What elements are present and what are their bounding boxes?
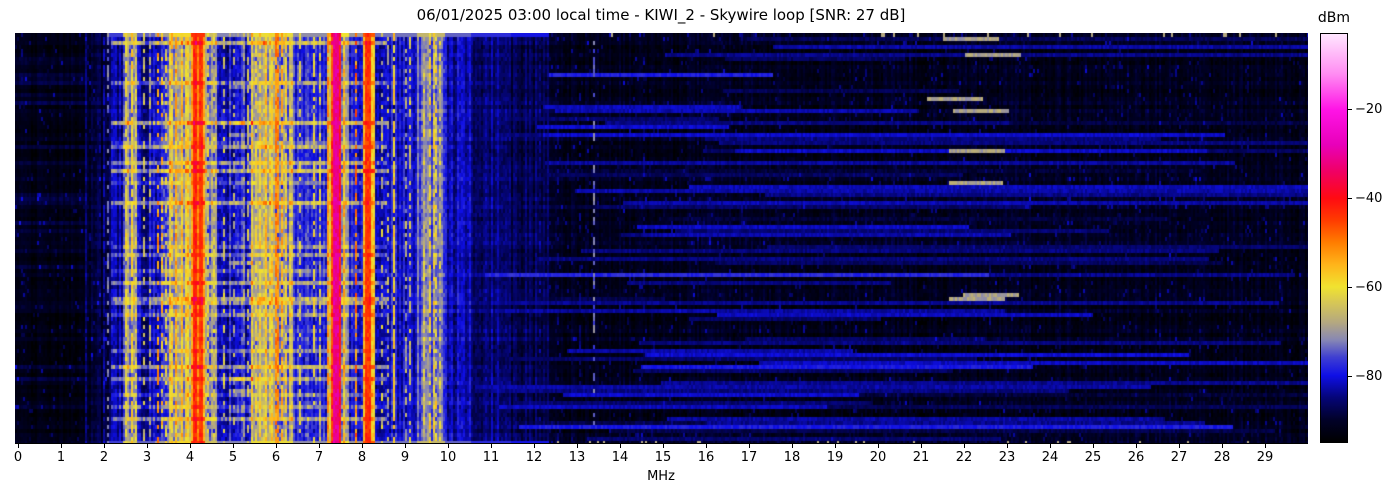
x-tick-label: 21	[912, 450, 930, 465]
x-tick-label: 20	[869, 450, 887, 465]
colorbar-tick-label: −40	[1355, 190, 1383, 206]
colorbar-tick-mark	[1348, 287, 1352, 289]
x-tick-mark	[878, 444, 879, 448]
x-tick-label: 8	[357, 450, 367, 465]
x-tick-label: 1	[56, 450, 66, 465]
x-tick-label: 4	[185, 450, 195, 465]
x-tick-mark	[835, 444, 836, 448]
x-tick-mark	[706, 444, 707, 448]
colorbar-label: dBm	[1317, 10, 1351, 26]
x-tick-mark	[147, 444, 148, 448]
x-tick-mark	[1093, 444, 1094, 448]
x-tick-mark	[448, 444, 449, 448]
x-tick-mark	[190, 444, 191, 448]
x-tick-label: 19	[826, 450, 844, 465]
x-tick-label: 13	[568, 450, 586, 465]
colorbar-tick-mark	[1348, 197, 1352, 199]
chart-title: 06/01/2025 03:00 local time - KIWI_2 - S…	[416, 6, 906, 24]
x-tick-label: 12	[525, 450, 543, 465]
x-tick-mark	[1050, 444, 1051, 448]
x-tick-mark	[1265, 444, 1266, 448]
x-tick-mark	[319, 444, 320, 448]
x-tick-label: 14	[611, 450, 629, 465]
colorbar-tick-label: −60	[1355, 280, 1383, 296]
x-axis-label: MHz	[647, 469, 675, 484]
x-tick-label: 5	[228, 450, 238, 465]
x-tick-mark	[577, 444, 578, 448]
x-tick-mark	[749, 444, 750, 448]
x-tick-label: 16	[697, 450, 715, 465]
x-tick-mark	[104, 444, 105, 448]
x-tick-mark	[534, 444, 535, 448]
x-tick-label: 27	[1170, 450, 1188, 465]
x-tick-mark	[18, 444, 19, 448]
x-tick-label: 6	[271, 450, 281, 465]
x-tick-label: 29	[1256, 450, 1274, 465]
x-tick-label: 24	[1041, 450, 1059, 465]
x-tick-mark	[964, 444, 965, 448]
x-tick-mark	[921, 444, 922, 448]
x-tick-mark	[362, 444, 363, 448]
x-tick-label: 7	[314, 450, 324, 465]
colorbar-gradient	[1320, 33, 1348, 443]
x-tick-mark	[1179, 444, 1180, 448]
x-tick-mark	[1007, 444, 1008, 448]
x-tick-mark	[792, 444, 793, 448]
x-tick-mark	[1136, 444, 1137, 448]
x-tick-mark	[620, 444, 621, 448]
colorbar-tick-mark	[1348, 376, 1352, 378]
x-tick-label: 25	[1084, 450, 1102, 465]
x-tick-label: 23	[998, 450, 1016, 465]
x-tick-label: 15	[654, 450, 672, 465]
x-tick-label: 18	[783, 450, 801, 465]
x-tick-label: 2	[99, 450, 109, 465]
x-tick-label: 28	[1213, 450, 1231, 465]
x-tick-mark	[61, 444, 62, 448]
colorbar-tick-label: −80	[1355, 369, 1383, 385]
x-tick-mark	[276, 444, 277, 448]
colorbar-tick-label: −20	[1355, 101, 1383, 117]
x-tick-label: 0	[13, 450, 23, 465]
x-tick-label: 11	[482, 450, 500, 465]
x-tick-mark	[663, 444, 664, 448]
spectrogram-canvas	[15, 33, 1308, 444]
x-tick-label: 17	[740, 450, 758, 465]
x-tick-label: 26	[1127, 450, 1145, 465]
x-tick-mark	[1222, 444, 1223, 448]
colorbar-tick-mark	[1348, 108, 1352, 110]
x-tick-mark	[491, 444, 492, 448]
x-tick-label: 9	[400, 450, 410, 465]
x-tick-mark	[233, 444, 234, 448]
x-tick-label: 22	[955, 450, 973, 465]
x-tick-label: 3	[142, 450, 152, 465]
x-tick-label: 10	[439, 450, 457, 465]
x-tick-mark	[405, 444, 406, 448]
